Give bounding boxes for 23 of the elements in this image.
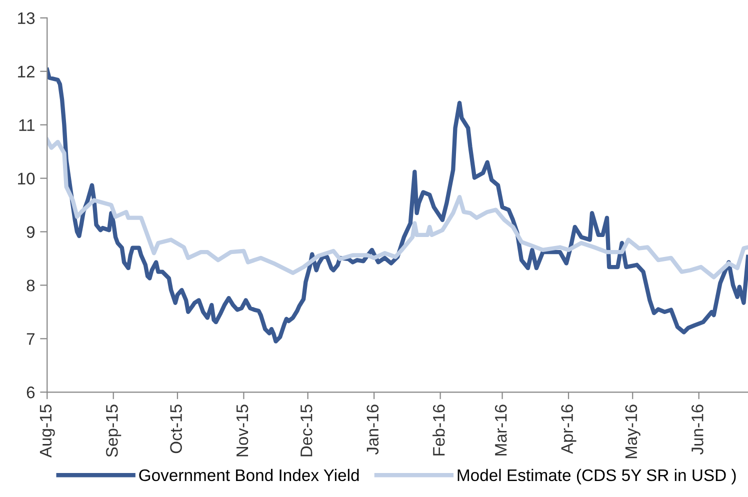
- x-tick-label: Nov-15: [236, 404, 248, 456]
- x-tick-label: Apr-16: [561, 404, 576, 454]
- y-tick-label: 12: [18, 66, 34, 78]
- x-tick-label: Feb-16: [432, 404, 445, 456]
- y-tick-label: 6: [26, 386, 35, 398]
- y-tick-label: 7: [26, 333, 34, 345]
- y-tick-label: 11: [19, 119, 35, 131]
- legend-label: Model Estimate (CDS 5Y SR in USD ): [458, 468, 736, 484]
- x-tick-label: May-16: [625, 404, 640, 458]
- y-tick-label: 8: [26, 280, 35, 292]
- line-series: [47, 138, 748, 280]
- x-tick-label: Aug-15: [40, 404, 55, 458]
- x-tick-label: Dec-15: [300, 404, 312, 456]
- x-tick-label: Mar-16: [494, 404, 507, 456]
- x-tick-label: Jun-16: [692, 404, 704, 455]
- x-tick-label: Sep-15: [106, 404, 122, 457]
- y-tick-label: 9: [26, 226, 35, 238]
- x-tick-label: Oct-15: [170, 404, 182, 454]
- x-tick-label: Jan-16: [366, 404, 379, 455]
- legend-label: Government Bond Index Yield: [139, 468, 359, 482]
- y-tick-label: 13: [18, 12, 35, 24]
- y-tick-label: 10: [18, 172, 35, 184]
- line-series: [47, 68, 748, 344]
